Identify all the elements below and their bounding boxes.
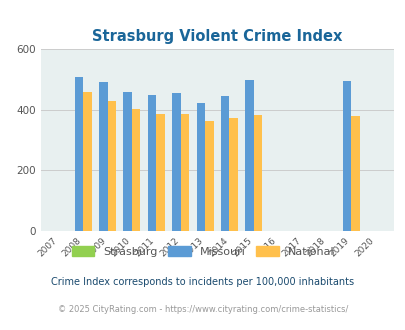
Bar: [123, 92, 132, 231]
Bar: [156, 114, 164, 231]
Legend: Strasburg, Missouri, National: Strasburg, Missouri, National: [67, 242, 338, 261]
Bar: [172, 93, 180, 231]
Text: © 2025 CityRating.com - https://www.cityrating.com/crime-statistics/: © 2025 CityRating.com - https://www.city…: [58, 305, 347, 314]
Bar: [196, 103, 205, 231]
Bar: [147, 95, 156, 231]
Bar: [229, 118, 237, 231]
Bar: [245, 80, 253, 231]
Bar: [342, 81, 350, 231]
Bar: [220, 96, 229, 231]
Bar: [350, 116, 359, 231]
Bar: [132, 109, 140, 231]
Bar: [205, 120, 213, 231]
Bar: [83, 92, 92, 231]
Bar: [253, 115, 262, 231]
Bar: [99, 82, 107, 231]
Title: Strasburg Violent Crime Index: Strasburg Violent Crime Index: [92, 29, 341, 44]
Bar: [107, 101, 116, 231]
Bar: [180, 114, 189, 231]
Text: Crime Index corresponds to incidents per 100,000 inhabitants: Crime Index corresponds to incidents per…: [51, 278, 354, 287]
Bar: [75, 77, 83, 231]
